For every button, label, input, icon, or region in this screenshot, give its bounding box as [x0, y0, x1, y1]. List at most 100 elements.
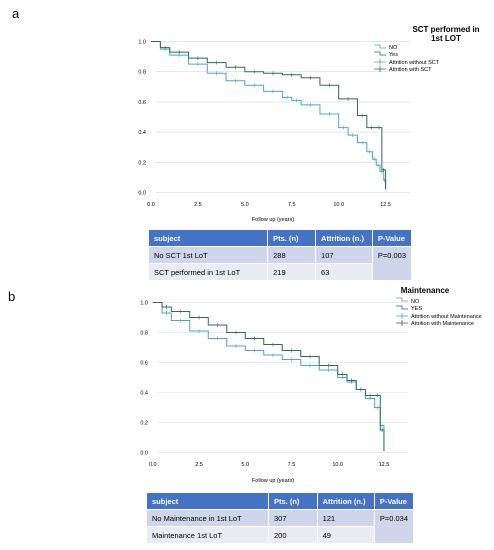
- cell-attrition: 49: [316, 526, 375, 544]
- legend-label-yes: Yes: [389, 52, 398, 58]
- header-attrition: Attrition (n.): [315, 229, 373, 247]
- legend-label-no: NO: [411, 299, 420, 305]
- legend-label-yes: YES: [411, 306, 422, 312]
- table-row: No Maintenance in 1st LoT 307 121 P=0.03…: [145, 509, 415, 544]
- legend-label-attrition-without: Attrition without SCT: [389, 60, 440, 66]
- x-tick-labels: 0.0 2.5 5.0 7.5 10.0 12.5: [149, 462, 389, 468]
- header-attrition: Attrition (n.): [316, 492, 375, 510]
- y-tick-label: 0.6: [138, 100, 146, 106]
- legend-item-no: NO: [374, 44, 398, 51]
- legend-label-attrition-with: Attrition with SCT: [389, 67, 432, 73]
- y-tick-label: 0.0: [140, 451, 148, 457]
- legend-line-yes: [396, 305, 408, 310]
- cell-attrition: 63: [315, 263, 373, 281]
- legend: SCT performed in 1st LOT NO Yes Attritio…: [374, 25, 480, 73]
- x-tick-labels: 0.0 2.5 5.0 7.5 10.0 12.5: [147, 202, 391, 208]
- cell-subject: No SCT 1st LoT: [147, 246, 269, 264]
- cell-subject: Maintenance 1st LoT: [145, 526, 270, 544]
- km-curve-no: [152, 302, 385, 451]
- legend-line-no: [374, 44, 386, 49]
- km-curve-no: [151, 41, 387, 190]
- plot-area: 0.0 0.2 0.4 0.6 0.8 1.0 0.0 2.5 5.0 7.5 10.0 12.5: [138, 40, 410, 208]
- stats-table-a: subject Pts. (n) Attrition (n.) P-Value …: [147, 229, 413, 281]
- x-tick-label: 12.5: [380, 202, 391, 208]
- legend-item-attrition-without: Attrition without Maintenance: [396, 313, 482, 320]
- legend-title-line2: 1st LOT: [431, 34, 461, 43]
- table-header-row: subject Pts. (n) Attrition (n.) P-Value: [147, 229, 413, 247]
- km-curve-yes: [152, 302, 385, 451]
- legend-item-yes: Yes: [374, 51, 398, 58]
- legend-item-yes: YES: [396, 305, 422, 312]
- header-pts: Pts. (n): [268, 492, 318, 510]
- legend-label-no: NO: [389, 45, 398, 51]
- header-subject: subject: [147, 229, 269, 247]
- legend-marker-attrition-with: [396, 320, 408, 326]
- legend-item-no: NO: [396, 297, 420, 305]
- table-row: No SCT 1st LoT 288 107 P=0.003: [147, 246, 413, 281]
- panel-letter-b: b: [8, 289, 16, 304]
- cell-pvalue: P=0.003: [371, 246, 413, 281]
- y-tick-label: 0.2: [138, 160, 146, 166]
- x-tick-label: 10.0: [333, 202, 344, 208]
- x-tick-label: 0.0: [147, 202, 155, 208]
- cell-pvalue: P=0.034: [373, 509, 415, 544]
- cell-subject: SCT performed in 1st LoT: [147, 263, 269, 281]
- table-row: SCT performed in 1st LoT 219 63: [147, 263, 412, 281]
- legend-marker-attrition-without: [374, 59, 386, 65]
- y-tick-label: 0.4: [138, 130, 146, 136]
- x-tick-label: 7.5: [288, 462, 296, 468]
- cell-pts: 219: [267, 263, 317, 281]
- legend-line-yes: [374, 51, 386, 56]
- x-tick-label: 12.5: [379, 462, 390, 468]
- legend: Maintenance NO YES Attrition without Mai…: [396, 286, 482, 327]
- cell-pts: 307: [268, 509, 318, 527]
- legend-title-line1: SCT performed in: [412, 25, 479, 34]
- y-tick-label: 1.0: [140, 301, 148, 307]
- x-axis-label: Follow up (years): [252, 217, 294, 223]
- x-tick-label: 5.0: [241, 462, 249, 468]
- y-tick-labels: 0.0 0.2 0.4 0.6 0.8 1.0: [138, 40, 146, 197]
- km-chart-a: 0.00.20.40.60.81.0 0.0 2.5 5.0 7.5 10.0 12.5 …: [138, 25, 480, 223]
- plot-area: 0.0 0.2 0.4 0.6 0.8 1.0 0.0 2.5 5.0 7.5 10.0 12.5: [140, 301, 408, 468]
- legend-item-attrition-with: Attrition with Maintenance: [396, 320, 474, 327]
- x-tick-label: 2.5: [194, 202, 202, 208]
- cell-subject: No Maintenance in 1st LoT: [145, 509, 270, 527]
- table-row: Maintenance 1st LoT 200 49: [145, 526, 414, 544]
- header-pvalue: P-Value: [371, 229, 413, 247]
- y-tick-label: 1.0: [138, 40, 146, 46]
- x-tick-label: 2.5: [195, 462, 203, 468]
- y-tick-label: 0.6: [140, 361, 148, 367]
- panel-letter-a: a: [12, 6, 20, 21]
- km-curve-yes: [151, 41, 387, 190]
- legend-item-attrition-with: Attrition with SCT: [374, 66, 432, 73]
- y-tick-labels: 0.0 0.2 0.4 0.6 0.8 1.0: [140, 301, 148, 457]
- legend-label-attrition-without: Attrition without Maintenance: [411, 314, 482, 320]
- header-pts: Pts. (n): [267, 229, 317, 247]
- x-tick-label: 7.5: [288, 202, 296, 208]
- legend-label-attrition-with: Attrition with Maintenance: [411, 321, 474, 327]
- legend-item-attrition-without: Attrition without SCT: [374, 59, 440, 66]
- cell-attrition: 121: [316, 509, 375, 527]
- legend-title: Maintenance: [401, 286, 450, 295]
- y-tick-label: 0.4: [140, 391, 148, 397]
- cell-pts: 288: [267, 246, 317, 264]
- y-tick-label: 0.2: [140, 421, 148, 427]
- km-chart-b: 0.00.20.40.60.81.0 0.0 2.5 5.0 7.5 10.0 12.5 …: [140, 286, 482, 484]
- x-tick-label: 10.0: [332, 462, 343, 468]
- series-layer: [151, 41, 387, 190]
- cell-pts: 200: [268, 526, 318, 544]
- y-tick-label: 0.8: [140, 331, 148, 337]
- y-tick-label: 0.0: [138, 190, 146, 196]
- legend-marker-attrition-without: [396, 313, 408, 319]
- gridlines: [156, 41, 410, 193]
- cell-attrition: 107: [315, 246, 373, 264]
- x-tick-label: 0.0: [149, 462, 157, 468]
- header-subject: subject: [145, 492, 270, 510]
- series-layer: [152, 302, 385, 451]
- legend-line-no: [396, 297, 408, 302]
- header-pvalue: P-Value: [373, 492, 415, 510]
- x-axis-label: Follow up (years): [252, 478, 294, 484]
- x-tick-label: 5.0: [241, 202, 249, 208]
- legend-marker-attrition-with: [374, 66, 386, 72]
- gridlines: [158, 302, 408, 453]
